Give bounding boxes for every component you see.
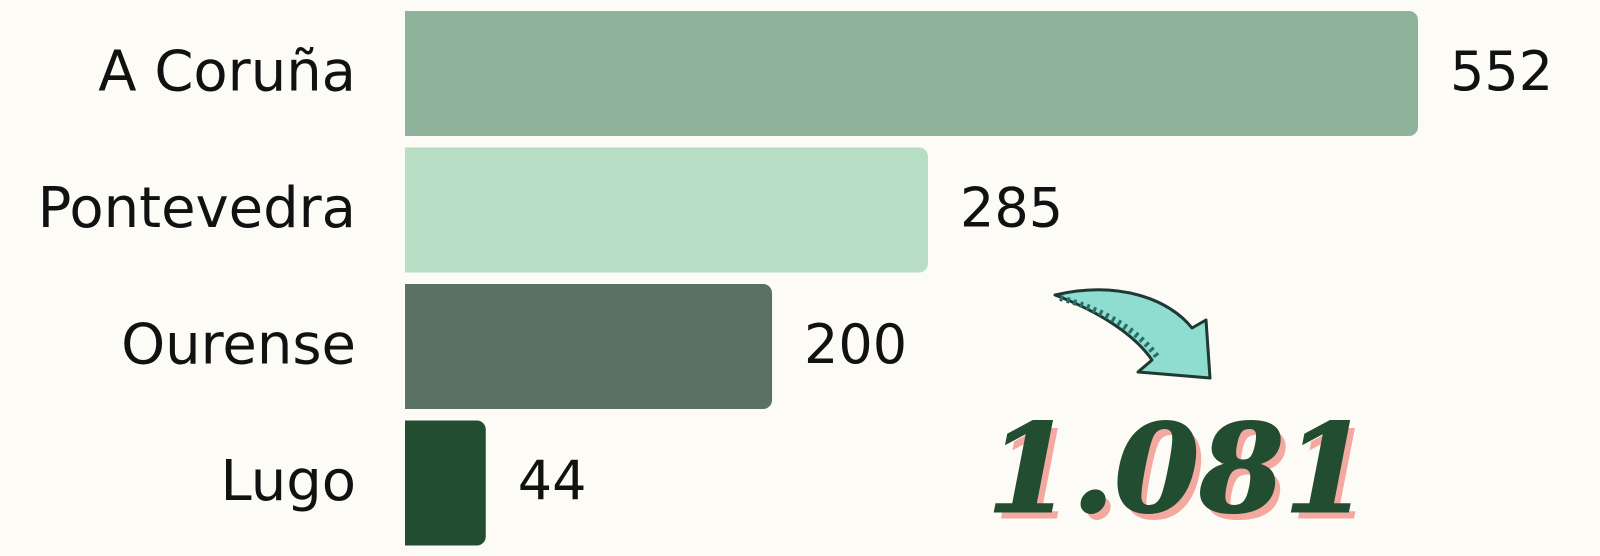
mask xyxy=(395,0,405,556)
value-label: 285 xyxy=(960,177,1063,240)
value-label: 200 xyxy=(804,313,907,376)
total: 1.081 xyxy=(987,397,1369,541)
bar xyxy=(395,420,486,546)
bar xyxy=(395,11,1418,136)
category-label: Pontevedra xyxy=(38,176,356,241)
value-label: 552 xyxy=(1450,40,1553,103)
total-shadow: 1.081 xyxy=(993,404,1375,548)
category-label: A Coruña xyxy=(98,40,356,105)
value-label: 44 xyxy=(518,450,587,513)
category-label: Lugo xyxy=(220,449,356,514)
category-label: Ourense xyxy=(121,313,356,378)
bar xyxy=(395,147,929,273)
arrow xyxy=(1053,288,1212,380)
bar xyxy=(395,284,773,409)
